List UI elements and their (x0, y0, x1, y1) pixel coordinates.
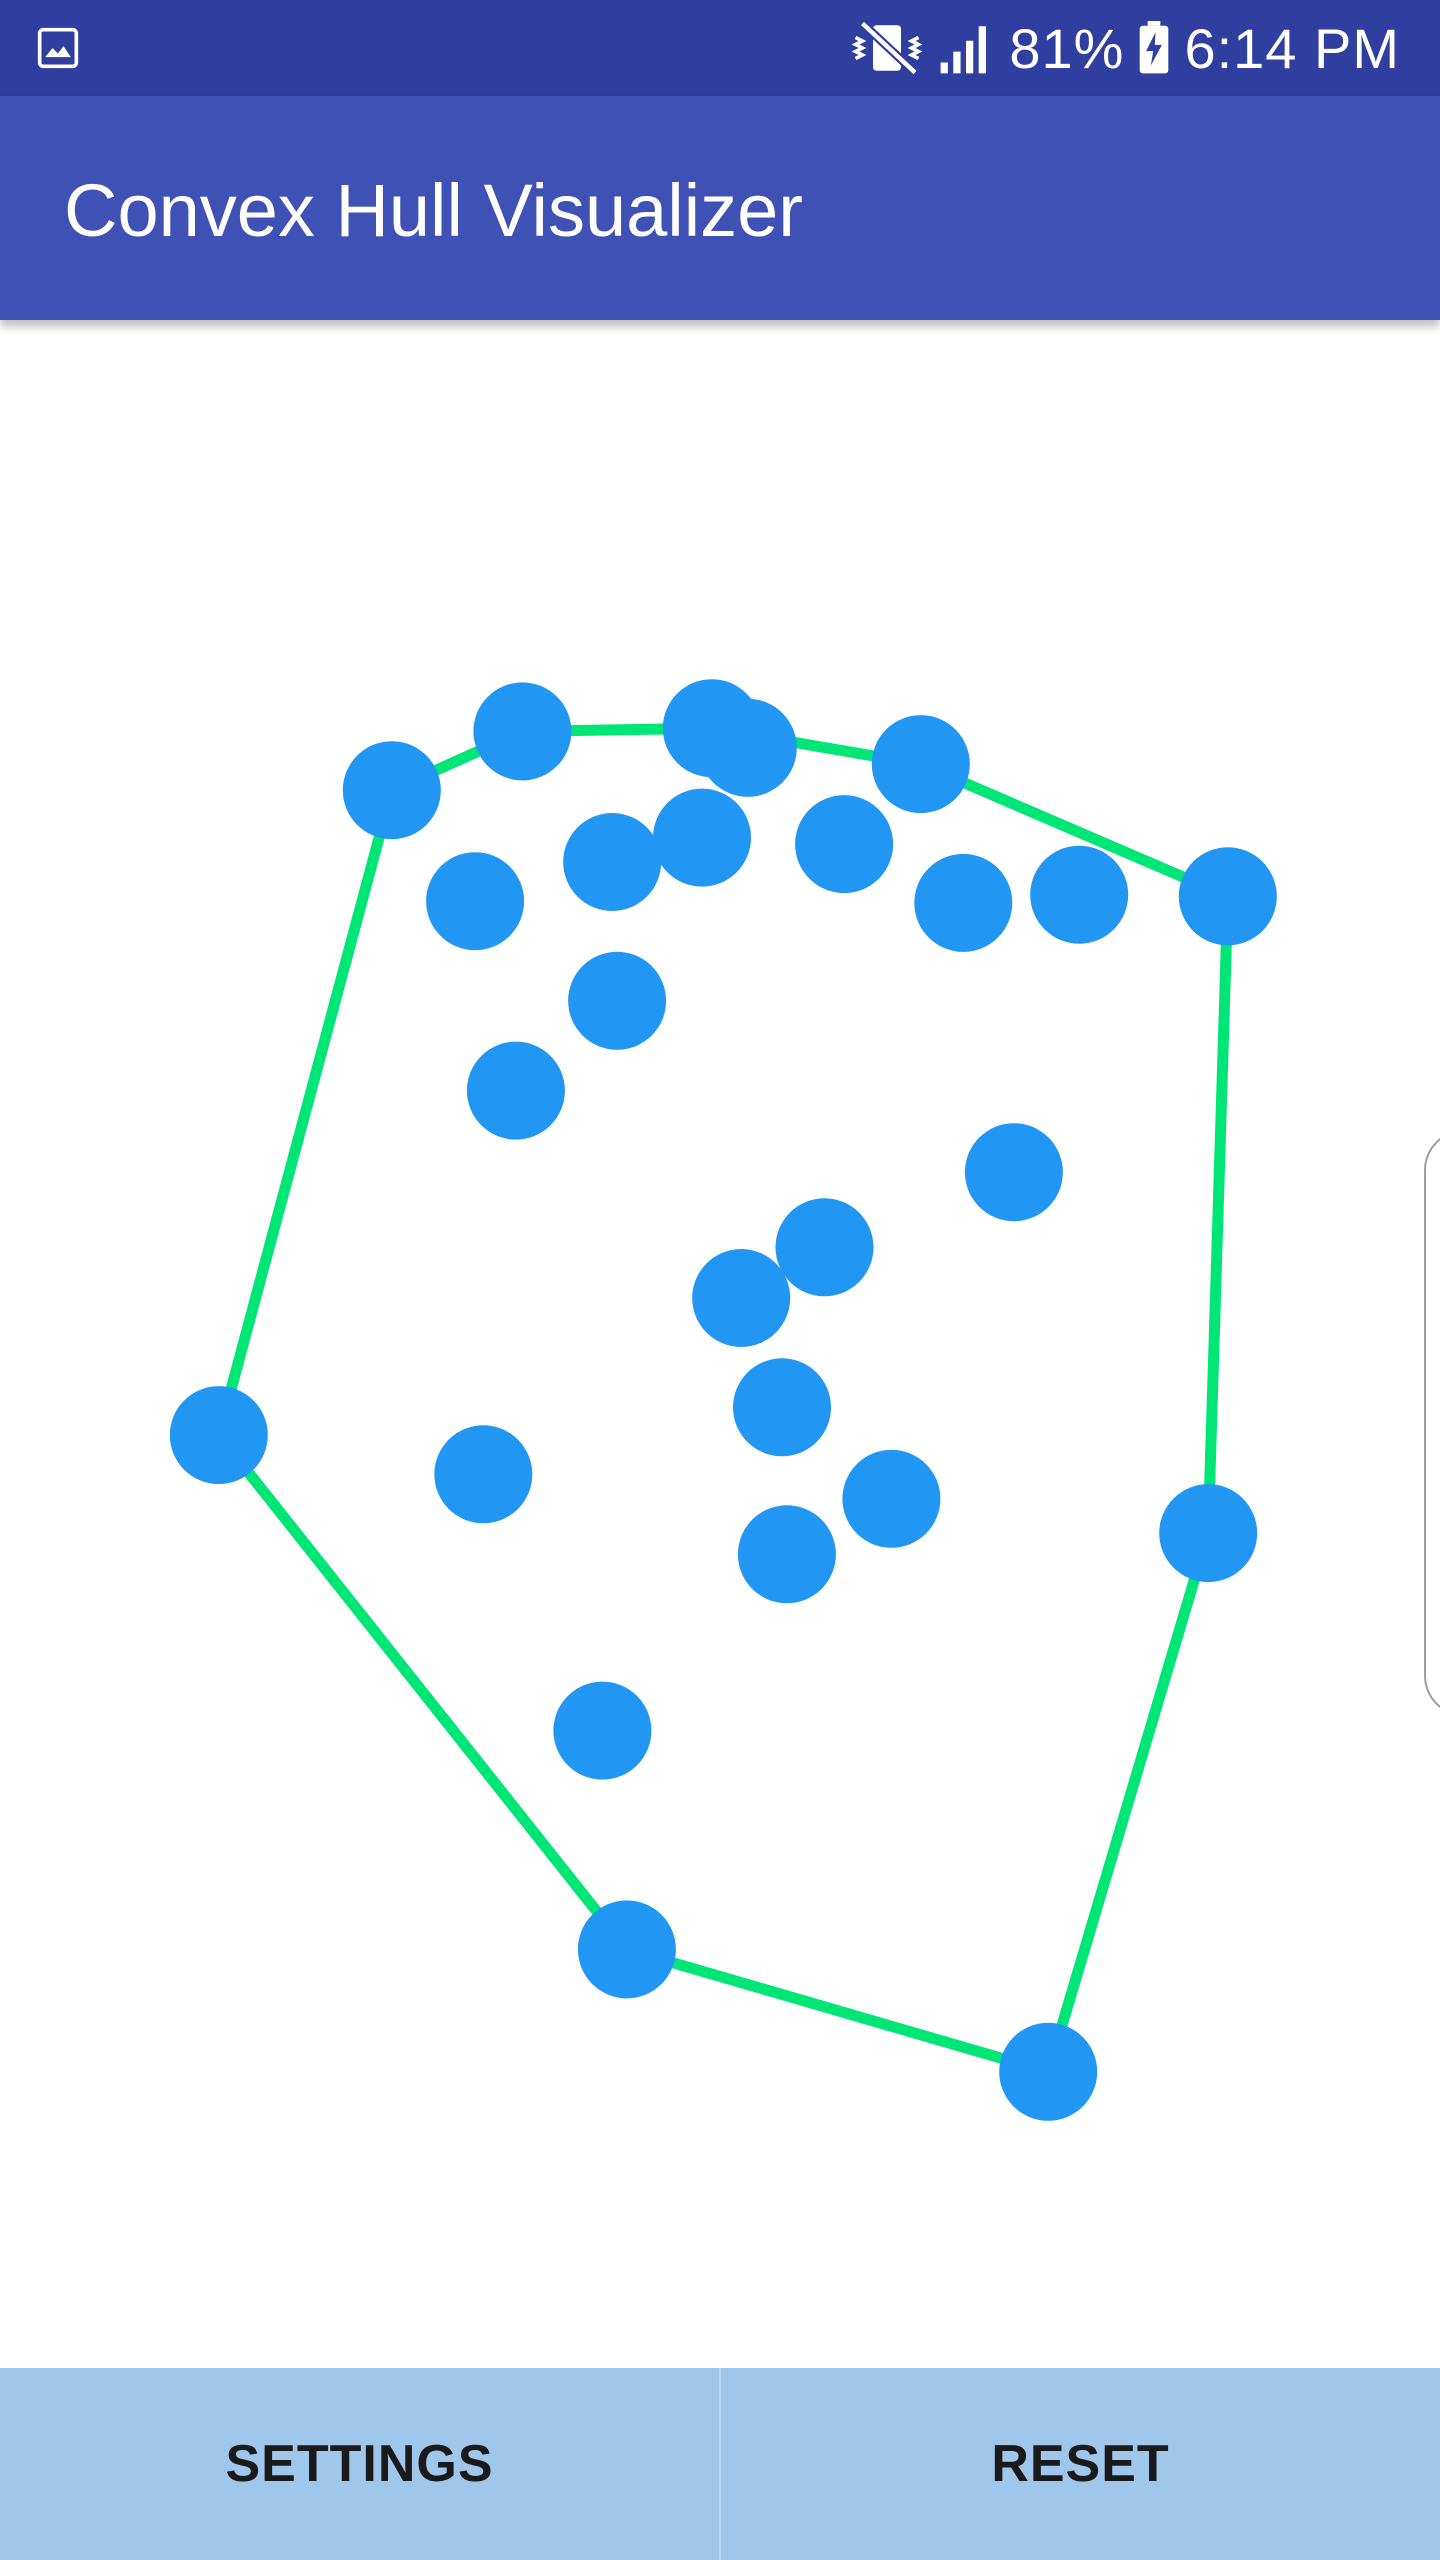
point-23[interactable] (1159, 1484, 1258, 1583)
signal-icon (940, 26, 987, 74)
point-16[interactable] (775, 1198, 874, 1297)
point-8[interactable] (563, 813, 662, 911)
battery-percent: 81% (1009, 16, 1125, 80)
drawing-canvas[interactable] (0, 320, 1440, 2368)
battery-charging-icon (1140, 21, 1169, 74)
point-19[interactable] (434, 1425, 533, 1524)
bottom-button-bar: SETTINGS RESET (0, 2368, 1440, 2560)
point-26[interactable] (999, 2022, 1098, 2121)
point-21[interactable] (842, 1449, 941, 1548)
point-10[interactable] (795, 795, 894, 894)
settings-button[interactable]: SETTINGS (225, 2435, 494, 2493)
app-bar: Convex Hull Visualizer (0, 96, 1440, 320)
point-18[interactable] (169, 1386, 268, 1485)
point-13[interactable] (568, 951, 667, 1050)
point-11[interactable] (914, 853, 1013, 952)
point-15[interactable] (964, 1123, 1063, 1222)
point-4[interactable] (698, 698, 797, 797)
edge-panel-handle[interactable] (1424, 1130, 1440, 1716)
point-9[interactable] (653, 788, 751, 887)
convex-hull-outline (213, 722, 1234, 2078)
reset-button[interactable]: RESET (991, 2435, 1170, 2493)
hull-canvas-svg[interactable] (0, 320, 1440, 2368)
point-12[interactable] (1030, 845, 1129, 944)
app-title: Convex Hull Visualizer (64, 169, 803, 252)
point-6[interactable] (1178, 847, 1277, 946)
point-25[interactable] (577, 1900, 676, 1999)
point-1[interactable] (342, 741, 441, 840)
point-5[interactable] (871, 715, 970, 814)
point-2[interactable] (473, 682, 572, 781)
clock: 6:14 PM (1184, 16, 1400, 80)
point-7[interactable] (426, 852, 525, 951)
point-22[interactable] (737, 1505, 836, 1604)
status-bar: 81% 6:14 PM (0, 0, 1440, 96)
gallery-icon (37, 27, 79, 69)
button-divider (719, 2368, 721, 2560)
point-17[interactable] (692, 1249, 791, 1347)
status-indicators: 81% 6:14 PM (851, 0, 1400, 96)
point-20[interactable] (733, 1358, 831, 1457)
point-14[interactable] (466, 1041, 565, 1140)
vibrate-mute-icon (851, 20, 923, 76)
point-24[interactable] (553, 1681, 652, 1780)
